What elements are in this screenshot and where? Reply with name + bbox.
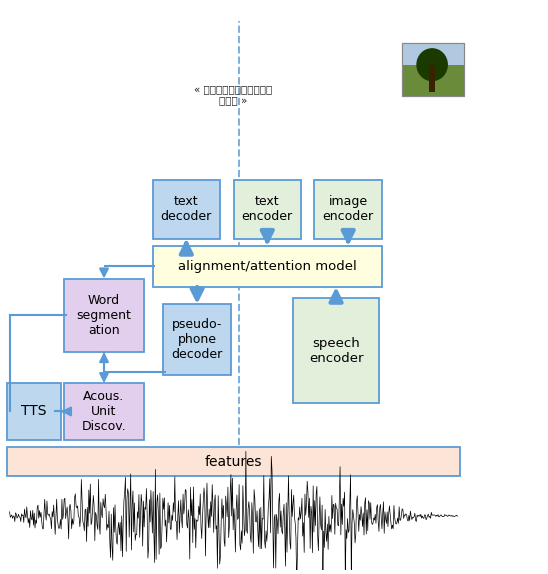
FancyBboxPatch shape — [402, 42, 464, 65]
FancyBboxPatch shape — [315, 180, 382, 239]
FancyBboxPatch shape — [7, 383, 61, 440]
FancyBboxPatch shape — [402, 42, 464, 96]
FancyBboxPatch shape — [163, 304, 231, 375]
Bar — [430, 65, 435, 92]
Text: alignment/attention model: alignment/attention model — [178, 260, 357, 273]
FancyBboxPatch shape — [152, 180, 220, 239]
FancyBboxPatch shape — [152, 246, 382, 287]
Text: Acous.
Unit
Discov.: Acous. Unit Discov. — [82, 390, 127, 433]
FancyBboxPatch shape — [64, 383, 145, 440]
Text: Word
segment
ation: Word segment ation — [77, 294, 132, 337]
FancyBboxPatch shape — [64, 278, 145, 352]
Text: speech
encoder: speech encoder — [309, 336, 363, 364]
Circle shape — [417, 49, 447, 80]
Text: pseudo-
phone
decoder: pseudo- phone decoder — [172, 318, 222, 361]
Text: text
decoder: text decoder — [161, 195, 212, 223]
FancyBboxPatch shape — [293, 298, 379, 403]
Text: image
encoder: image encoder — [323, 195, 374, 223]
FancyBboxPatch shape — [7, 447, 460, 476]
Text: text
encoder: text encoder — [242, 195, 293, 223]
FancyBboxPatch shape — [233, 180, 301, 239]
Text: « オープンフィールドの素
敵な木 »: « オープンフィールドの素 敵な木 » — [195, 84, 273, 106]
Text: features: features — [205, 455, 262, 469]
Text: TTS: TTS — [21, 405, 47, 418]
